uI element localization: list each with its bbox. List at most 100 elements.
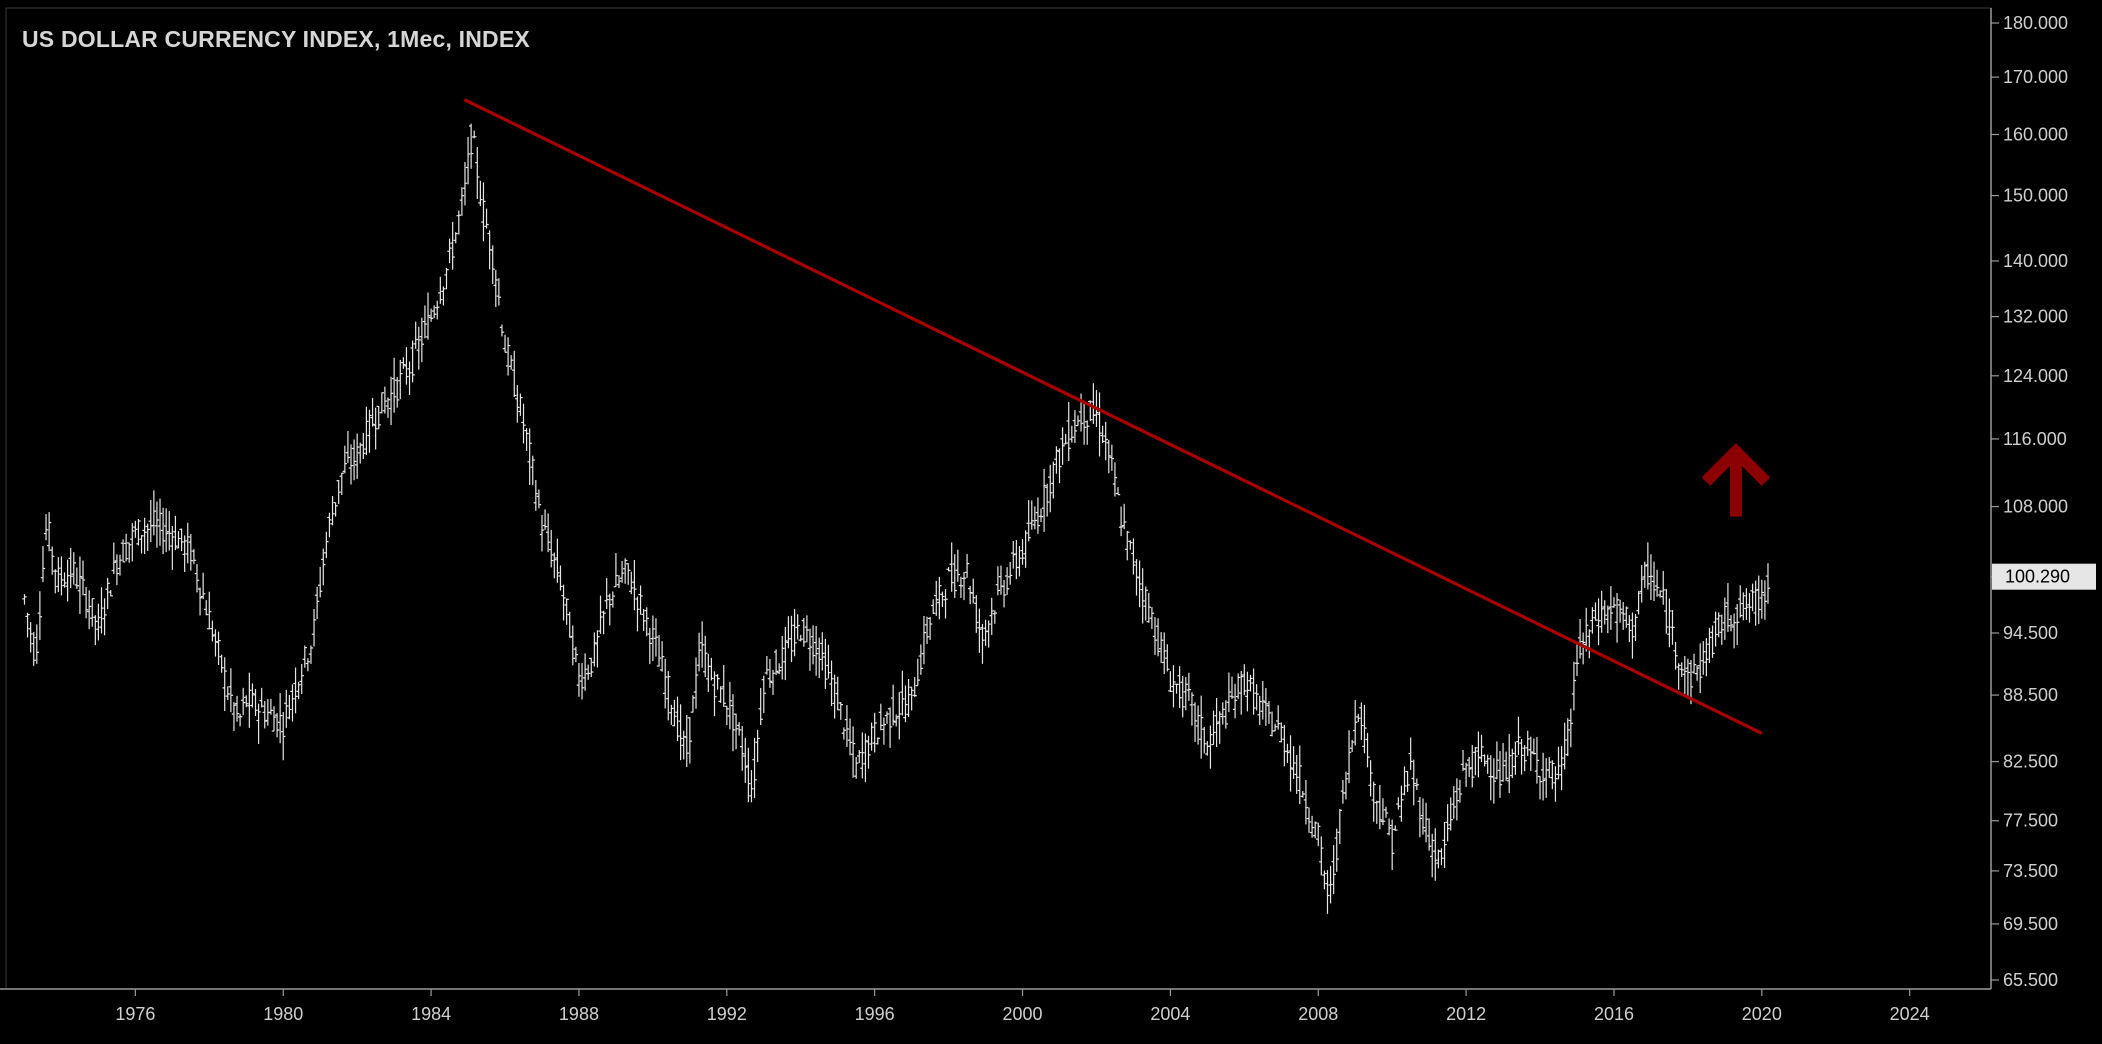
ohlc-bar: [545, 513, 551, 553]
ohlc-bar: [1316, 822, 1321, 847]
ohlc-bar: [410, 340, 415, 383]
ohlc-bar: [1125, 531, 1130, 561]
ohlc-bar: [204, 600, 209, 616]
x-tick-label: 1996: [855, 1004, 895, 1024]
ohlc-bar: [1254, 684, 1259, 711]
ohlc-bar: [1248, 674, 1253, 692]
ohlc-bar: [1633, 614, 1638, 641]
ohlc-bar: [1383, 806, 1389, 818]
ohlc-bar: [1257, 695, 1262, 725]
ohlc-bar: [527, 428, 532, 485]
ohlc-bar: [361, 432, 366, 460]
x-axis: 1976 1980 1984 1988 1992 1996 2000 2004 2008 2012…: [0, 988, 1991, 1024]
ohlc-bar: [324, 531, 329, 559]
ohlc-bar: [1183, 677, 1188, 711]
ohlc-bar: [1590, 607, 1595, 634]
ohlc-bar: [1279, 722, 1284, 743]
ohlc-bar: [1346, 730, 1352, 784]
ohlc-bar: [185, 522, 190, 564]
y-tick-label: 69.500: [2003, 914, 2058, 934]
ohlc-bar: [1562, 722, 1567, 770]
ohlc-bar: [780, 635, 785, 680]
ohlc-bar: [1473, 747, 1478, 776]
ohlc-bar: [887, 707, 893, 748]
ohlc-bar: [1741, 592, 1746, 621]
ohlc-bar: [142, 517, 147, 554]
ohlc-bar: [179, 528, 184, 552]
ohlc-bar: [619, 560, 625, 583]
ohlc-bar: [690, 695, 696, 713]
ohlc-bar: [1510, 748, 1515, 779]
ohlc-bar: [746, 747, 751, 803]
ohlc-bar: [271, 706, 277, 732]
ohlc-bar: [761, 675, 766, 714]
x-tick-label: 2000: [1003, 1004, 1043, 1024]
ohlc-bar: [1651, 561, 1657, 602]
ohlc-bar: [262, 700, 267, 729]
ohlc-bar: [160, 507, 166, 555]
ohlc-bar: [1759, 579, 1765, 619]
ohlc-bar: [921, 615, 927, 665]
ohlc-bar: [1513, 741, 1518, 775]
ohlc-bar: [268, 698, 274, 715]
ohlc-bar: [1602, 600, 1607, 625]
ohlc-bar: [693, 657, 699, 709]
ohlc-bar: [1239, 670, 1244, 715]
ohlc-bar: [1303, 779, 1309, 825]
ohlc-bar: [508, 355, 514, 370]
ohlc-bar: [767, 658, 773, 688]
ohlc-bar: [930, 599, 936, 614]
ohlc-bar: [194, 564, 200, 593]
ohlc-bar: [542, 509, 548, 530]
ohlc-bar: [1648, 554, 1654, 600]
ohlc-bar: [1343, 771, 1349, 800]
ohlc-bar: [25, 612, 30, 638]
ohlc-bar: [1048, 464, 1053, 513]
annotations: [463, 98, 1771, 735]
ohlc-bar: [1734, 603, 1740, 645]
ohlc-bar: [1155, 618, 1161, 657]
ohlc-bar: [1072, 410, 1078, 443]
ohlc-bar: [736, 722, 742, 736]
ohlc-bar: [635, 596, 640, 632]
ohlc-bar: [459, 187, 465, 216]
ohlc-bar: [622, 558, 628, 584]
ohlc-bar: [897, 692, 902, 740]
ohlc-bar: [1152, 617, 1158, 655]
ohlc-bar: [274, 713, 280, 738]
ohlc-bar: [1226, 672, 1232, 713]
ohlc-bar: [1503, 751, 1509, 781]
ohlc-bar: [90, 598, 95, 627]
ohlc-bar: [250, 683, 255, 708]
ohlc-bar: [773, 649, 779, 676]
ohlc-bar: [890, 684, 896, 726]
ohlc-bar: [1719, 614, 1724, 645]
ohlc-bar: [675, 696, 680, 742]
ohlc-bar: [428, 308, 434, 322]
y-tick-label: 124.000: [2003, 366, 2068, 386]
ohlc-bar: [820, 632, 825, 671]
ohlc-bar: [1245, 671, 1250, 712]
ohlc-bar: [290, 684, 295, 722]
ohlc-bar: [663, 658, 668, 709]
ohlc-bar: [1584, 607, 1589, 652]
price-bars: [22, 123, 1771, 914]
ohlc-bar: [1636, 591, 1641, 615]
ohlc-bar: [585, 664, 591, 680]
ohlc-bar: [810, 625, 816, 665]
ohlc-bar: [1725, 583, 1731, 632]
ohlc-bar: [1482, 754, 1487, 767]
ohlc-bar: [1534, 737, 1540, 784]
ohlc-bar: [1605, 605, 1611, 634]
up-arrow-icon: [1701, 443, 1771, 517]
ohlc-bar: [539, 514, 545, 552]
ohlc-bar: [724, 705, 730, 726]
ohlc-bar: [74, 567, 80, 589]
ohlc-bar: [1066, 401, 1071, 462]
ohlc-bar: [1051, 461, 1056, 499]
ohlc-bar: [1685, 658, 1691, 696]
ohlc-bar: [139, 535, 144, 554]
ohlc-bar: [1476, 731, 1481, 778]
ohlc-bar: [1057, 448, 1062, 484]
